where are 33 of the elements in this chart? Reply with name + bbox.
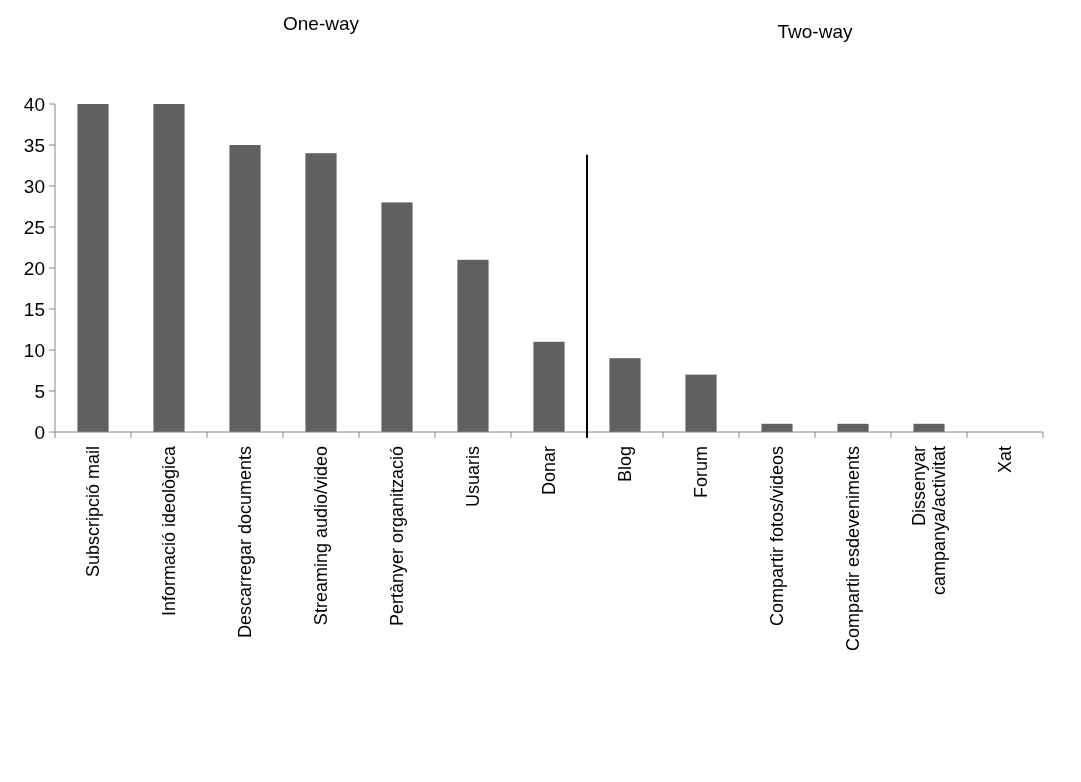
- y-tick-label: 25: [23, 216, 45, 238]
- bar: [153, 104, 185, 432]
- x-tick-label: Pertànyer organització: [387, 446, 408, 627]
- bar: [533, 341, 565, 432]
- y-tick-label: 35: [23, 134, 45, 156]
- x-tick-label: Dissenyar campanya/activitat: [908, 446, 950, 596]
- x-tick-label: Compartir fotos/videos: [767, 446, 788, 627]
- x-tick-label: Usuaris: [463, 446, 484, 508]
- x-tick-label: Subscripció mail: [83, 446, 104, 578]
- x-tick-label: Descarregar documents: [235, 446, 256, 639]
- bar: [229, 145, 261, 432]
- bar: [305, 153, 337, 432]
- y-tick-label: 30: [23, 175, 45, 197]
- y-tick-label: 40: [23, 93, 45, 115]
- x-tick-label: Blog: [615, 446, 636, 483]
- x-tick-label: Forum: [691, 446, 712, 499]
- y-tick-label: 20: [23, 257, 45, 279]
- x-tick-label: Compartir esdeveniments: [843, 446, 864, 652]
- bar: [457, 259, 489, 432]
- bar: [685, 374, 717, 432]
- x-tick-label: Donar: [539, 446, 560, 496]
- bar: [77, 104, 109, 432]
- x-tick-label: Xat: [995, 446, 1016, 474]
- y-tick-label: 0: [34, 421, 45, 443]
- bar: [609, 358, 641, 432]
- y-tick-label: 10: [23, 339, 45, 361]
- bar: [381, 202, 413, 432]
- text: Two-way: [777, 21, 853, 42]
- y-tick-label: 15: [23, 298, 45, 320]
- x-tick-label: Streaming audio/video: [311, 446, 332, 626]
- x-tick-label: Informació ideològica: [159, 445, 180, 617]
- y-tick-label: 5: [34, 380, 45, 402]
- text: One-way: [282, 13, 360, 34]
